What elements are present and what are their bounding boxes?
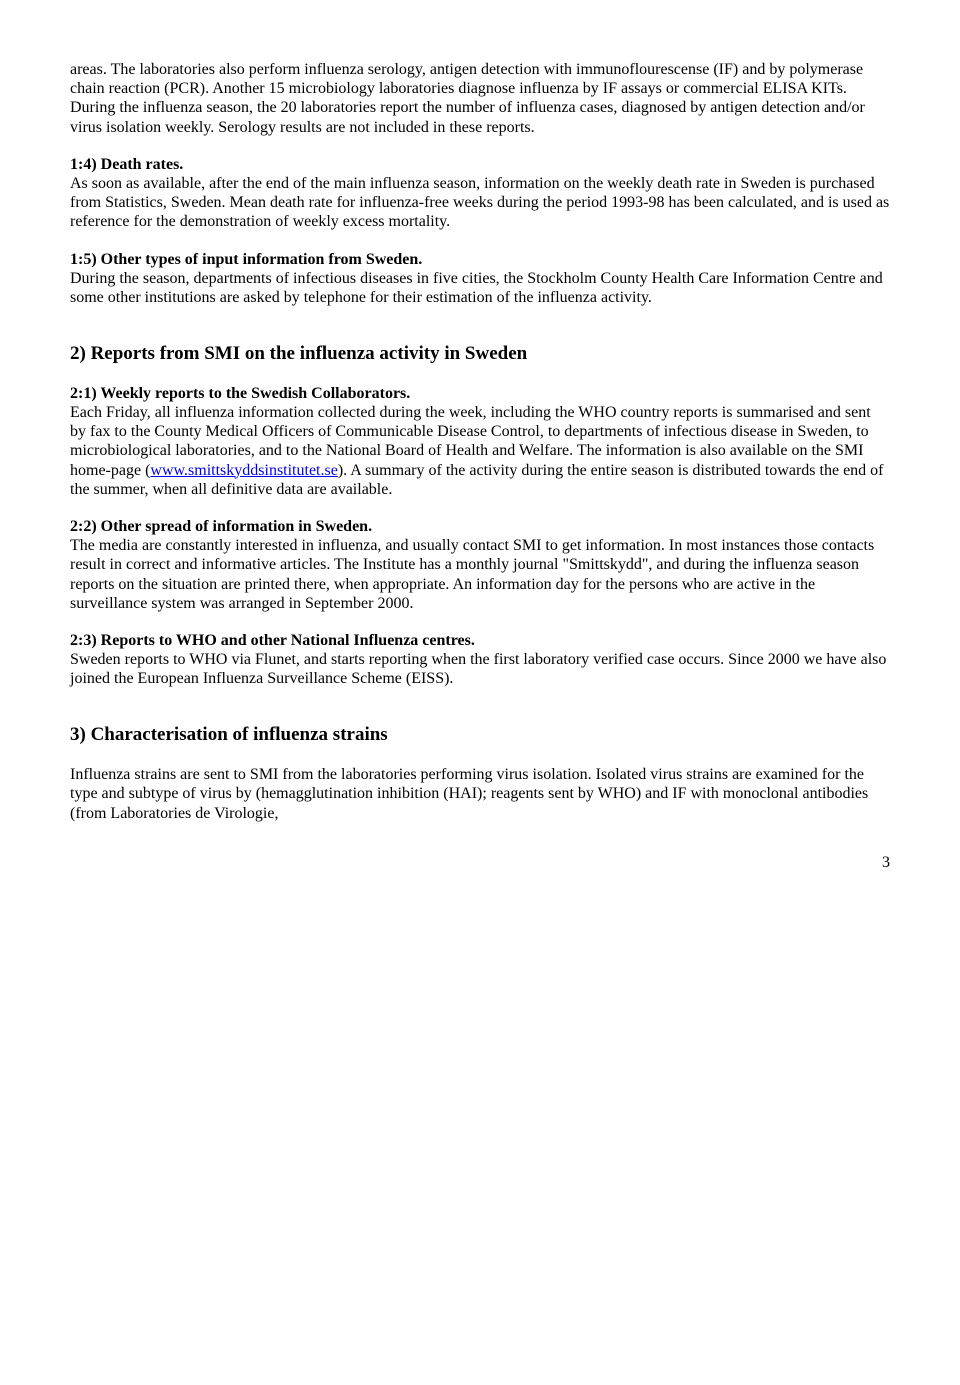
page-number: 3 — [70, 853, 890, 872]
heading-2: 2) Reports from SMI on the influenza act… — [70, 343, 890, 366]
section-1-4: 1:4) Death rates. As soon as available, … — [70, 155, 890, 232]
smi-link[interactable]: www.smittskyddsinstitutet.se — [150, 462, 337, 479]
section-1-4-body: As soon as available, after the end of t… — [70, 175, 889, 230]
section-2-3: 2:3) Reports to WHO and other National I… — [70, 631, 890, 689]
section-2-2-title: 2:2) Other spread of information in Swed… — [70, 518, 372, 535]
section-2-3-title: 2:3) Reports to WHO and other National I… — [70, 632, 475, 649]
section-1-4-title: 1:4) Death rates. — [70, 156, 183, 173]
section-2-1: 2:1) Weekly reports to the Swedish Colla… — [70, 384, 890, 499]
section-1-5: 1:5) Other types of input information fr… — [70, 250, 890, 308]
intro-paragraph: areas. The laboratories also perform inf… — [70, 60, 890, 137]
section-1-5-title: 1:5) Other types of input information fr… — [70, 251, 422, 268]
section-2-2: 2:2) Other spread of information in Swed… — [70, 517, 890, 613]
section-3-body: Influenza strains are sent to SMI from t… — [70, 765, 890, 823]
section-1-5-body: During the season, departments of infect… — [70, 270, 883, 306]
section-2-3-body: Sweden reports to WHO via Flunet, and st… — [70, 651, 886, 687]
section-2-2-body: The media are constantly interested in i… — [70, 537, 874, 612]
section-2-1-title: 2:1) Weekly reports to the Swedish Colla… — [70, 385, 410, 402]
heading-3: 3) Characterisation of influenza strains — [70, 724, 890, 747]
